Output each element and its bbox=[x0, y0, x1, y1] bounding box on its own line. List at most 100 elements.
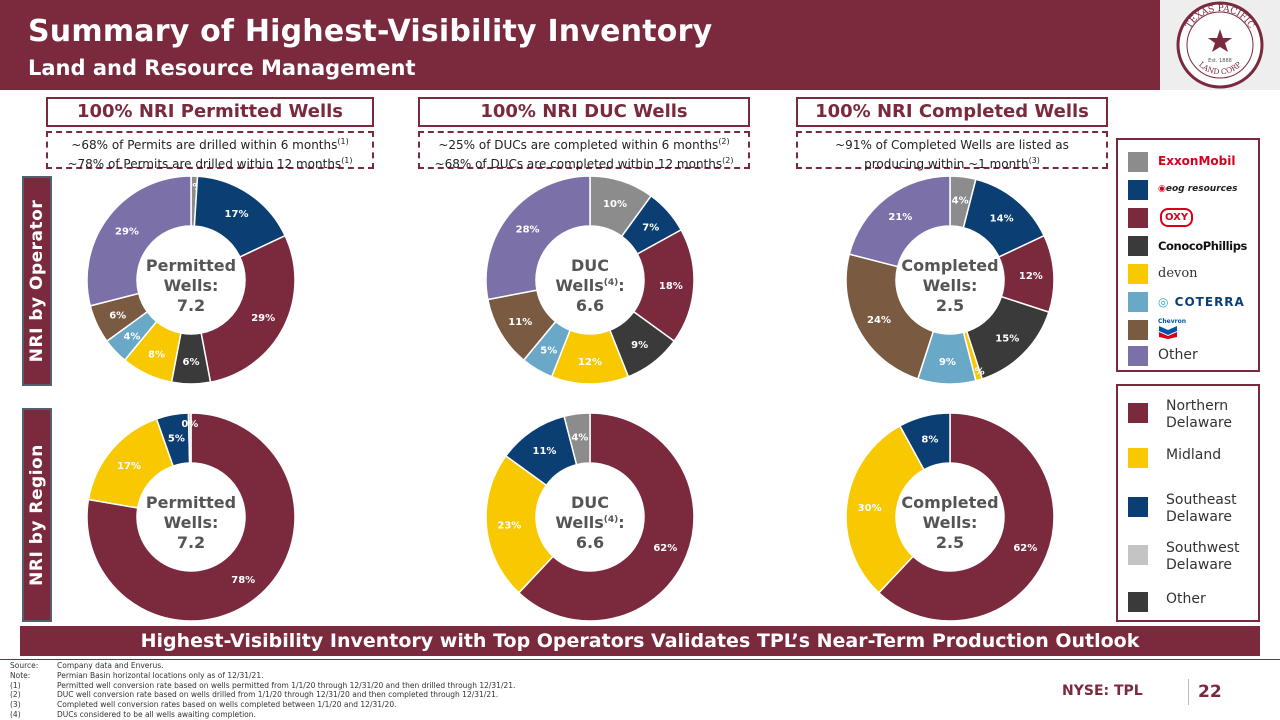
note-sup: (2) bbox=[722, 156, 734, 165]
star-icon bbox=[1208, 29, 1232, 52]
slice-label: 11% bbox=[533, 446, 557, 457]
donut-slice bbox=[898, 412, 951, 471]
slice-label: 17% bbox=[225, 209, 249, 220]
slice-label: 8% bbox=[148, 349, 165, 360]
note-sup: (3) bbox=[1028, 156, 1040, 165]
slice-label: 11% bbox=[508, 317, 532, 328]
slice-label: 28% bbox=[516, 224, 540, 235]
page-subtitle: Land and Resource Management bbox=[28, 56, 416, 80]
center-label-line1: Permitted bbox=[146, 493, 236, 512]
center-label-value: 7.2 bbox=[177, 533, 205, 552]
legend-swatch bbox=[1128, 180, 1148, 200]
slice-label: 29% bbox=[115, 226, 139, 237]
legend-swatch bbox=[1128, 448, 1148, 468]
slice-label: 12% bbox=[1019, 271, 1043, 282]
chevron-logo-text: Chevron bbox=[1158, 318, 1187, 325]
center-label-line2: Wells: bbox=[923, 513, 978, 532]
slice-label: 4% bbox=[952, 196, 969, 207]
oxy-logo: OXY bbox=[1160, 208, 1194, 227]
page-number: 22 bbox=[1198, 682, 1222, 702]
conocophillips-logo: ConocoPhillips bbox=[1158, 239, 1248, 253]
note-sup: (1) bbox=[341, 156, 353, 165]
donut-slice bbox=[485, 175, 591, 301]
donut-slice bbox=[845, 253, 935, 380]
note-line: ~25% of DUCs are completed within 6 mont… bbox=[438, 138, 719, 152]
eog-logo: ◉eog resources bbox=[1158, 184, 1237, 194]
donut-slice bbox=[848, 175, 951, 268]
center-label-value: 2.5 bbox=[936, 296, 964, 315]
row-label-region: NRI by Region bbox=[22, 408, 52, 622]
legend-swatch bbox=[1128, 208, 1148, 228]
legend-label: Midland bbox=[1166, 447, 1222, 463]
company-logo: TEXAS PACIFIC LAND CORP Est. 1888 bbox=[1160, 0, 1280, 90]
center-label-line2: Wells(4): bbox=[555, 513, 624, 532]
slice-label: 30% bbox=[858, 503, 882, 514]
legend-swatch bbox=[1128, 545, 1148, 565]
center-label-value: 7.2 bbox=[177, 296, 205, 315]
note-line: producing within ~1 month bbox=[864, 157, 1029, 171]
slice-label: 62% bbox=[653, 543, 677, 554]
row-label-operator: NRI by Operator bbox=[22, 176, 52, 386]
note-line: ~68% of DUCs are completed within 12 mon… bbox=[434, 157, 723, 171]
center-label-value: 6.6 bbox=[576, 296, 604, 315]
conclusion-banner: Highest-Visibility Inventory with Top Op… bbox=[20, 626, 1260, 656]
footer-divider bbox=[0, 659, 1280, 660]
center-label-line2: Wells: bbox=[164, 276, 219, 295]
slice-label: 10% bbox=[603, 199, 627, 210]
eog-logo-text: eog resources bbox=[1165, 184, 1238, 194]
note-line: ~78% of Permits are drilled within 12 mo… bbox=[67, 157, 342, 171]
slice-label: 62% bbox=[1013, 543, 1037, 554]
exxonmobil-logo: ExxonMobil bbox=[1158, 154, 1236, 168]
legend-swatch bbox=[1128, 592, 1148, 612]
note-line: ~68% of Permits are drilled within 6 mon… bbox=[71, 138, 338, 152]
coterra-mark-icon: ◎ bbox=[1158, 295, 1170, 309]
coterra-logo: ◎ COTERRA bbox=[1158, 295, 1245, 309]
slice-label: 1% bbox=[968, 366, 985, 377]
duc-wells-note: ~25% of DUCs are completed within 6 mont… bbox=[418, 131, 750, 171]
note-sup: (1) bbox=[337, 137, 349, 146]
center-label-line2: Wells: bbox=[164, 513, 219, 532]
legend-label: Southwest Delaware bbox=[1166, 540, 1240, 573]
legend-label: Southeast Delaware bbox=[1166, 492, 1237, 525]
center-label-line2: Wells: bbox=[923, 276, 978, 295]
stock-ticker: NYSE: TPL bbox=[1062, 683, 1143, 699]
chevron-icon bbox=[1159, 326, 1177, 339]
legend-swatch bbox=[1128, 497, 1148, 517]
note-line: ~91% of Completed Wells are listed as bbox=[835, 138, 1069, 152]
center-label-value: 6.6 bbox=[576, 533, 604, 552]
header-bar: Summary of Highest-Visibility Inventory … bbox=[0, 0, 1160, 90]
slice-label: 9% bbox=[631, 340, 648, 351]
logo-est-text: Est. 1888 bbox=[1208, 58, 1232, 64]
page-title: Summary of Highest-Visibility Inventory bbox=[28, 14, 713, 49]
center-label-value: 2.5 bbox=[936, 533, 964, 552]
slice-label: 1% bbox=[185, 182, 202, 193]
devon-logo: devon bbox=[1158, 266, 1198, 281]
region-legend: Northern Delaware Midland Southeast Delawa… bbox=[1116, 384, 1260, 622]
donut-slice bbox=[86, 412, 296, 622]
center-label-line1: DUC bbox=[571, 493, 609, 512]
center-label-line1: Completed bbox=[901, 256, 998, 275]
slice-label: 29% bbox=[251, 313, 275, 324]
legend-label: Northern Delaware bbox=[1166, 398, 1232, 431]
legend-swatch bbox=[1128, 264, 1148, 284]
slice-label: 8% bbox=[921, 435, 938, 446]
legend-label: Other bbox=[1166, 591, 1206, 607]
slice-label: 7% bbox=[642, 222, 659, 233]
footer-separator bbox=[1188, 679, 1189, 705]
completed-wells-note: ~91% of Completed Wells are listed as pr… bbox=[796, 131, 1108, 171]
coterra-logo-text: COTERRA bbox=[1174, 295, 1245, 309]
slice-label: 6% bbox=[109, 310, 126, 321]
slice-label: 21% bbox=[888, 212, 912, 223]
center-label-line1: Permitted bbox=[146, 256, 236, 275]
center-label-line1: Completed bbox=[901, 493, 998, 512]
slice-label: 24% bbox=[867, 315, 891, 326]
slice-label: 4% bbox=[571, 433, 588, 444]
slice-label: 9% bbox=[939, 357, 956, 368]
slice-label: 15% bbox=[995, 333, 1019, 344]
donut-slice bbox=[877, 412, 1055, 622]
donut-slice bbox=[200, 234, 296, 384]
